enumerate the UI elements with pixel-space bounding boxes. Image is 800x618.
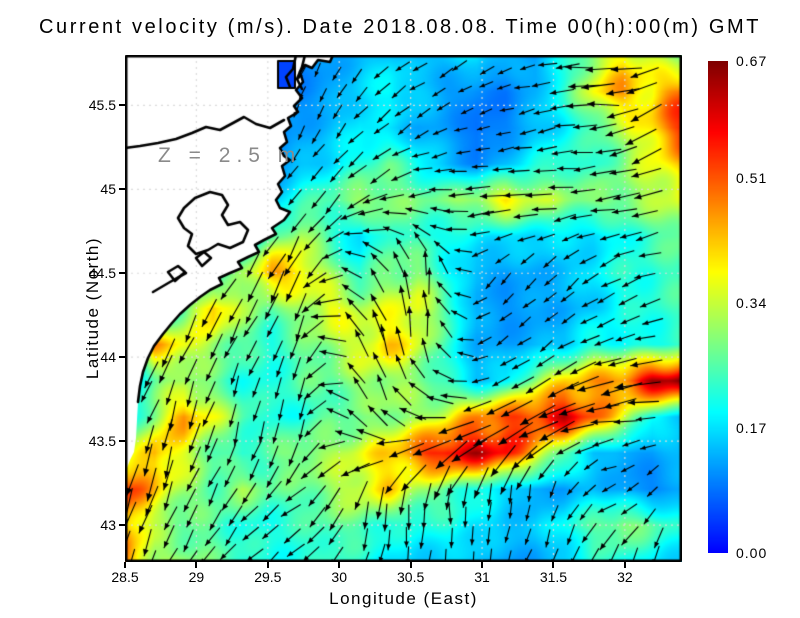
x-tick-label: 31.5 (539, 569, 568, 585)
x-tick-label: 29.5 (254, 569, 282, 585)
x-tick-mark (481, 562, 484, 568)
x-tick-label: 29 (188, 569, 205, 585)
x-tick-label: 28.5 (111, 569, 139, 585)
y-tick-label: 43.5 (88, 433, 116, 450)
x-tick-mark (266, 562, 269, 568)
y-tick-label: 44 (100, 349, 116, 366)
y-tick-label: 45.5 (88, 97, 116, 114)
x-tick-mark (552, 562, 555, 568)
x-axis-label: Longitude (East) (329, 589, 478, 608)
y-tick-mark (119, 188, 125, 191)
colorbar-tick-label: 0.17 (736, 420, 768, 437)
colorbar-tick-label: 0.51 (736, 170, 768, 187)
x-tick-mark (409, 562, 412, 568)
x-tick-mark (338, 562, 341, 568)
x-tick-label: 30.5 (397, 569, 425, 585)
x-tick-label: 30 (331, 569, 348, 585)
x-tick-label: 31 (474, 569, 490, 585)
x-tick-mark (124, 562, 126, 568)
depth-annotation: Z = 2.5 m (158, 144, 302, 167)
y-tick-mark (119, 104, 125, 107)
colorbar-canvas (708, 61, 728, 553)
plot-title: Current velocity (m/s). Date 2018.08.08.… (38, 16, 762, 38)
colorbar-tick-label: 0.67 (736, 53, 768, 69)
y-tick-label: 44.5 (88, 265, 116, 282)
y-tick-mark (119, 356, 125, 359)
y-tick-mark (119, 440, 125, 443)
y-tick-label: 43 (100, 517, 116, 534)
velocity-map-canvas (125, 55, 682, 562)
colorbar-tick-label: 0.00 (736, 545, 768, 561)
y-tick-mark (119, 272, 125, 275)
x-tick-label: 32 (617, 569, 633, 585)
x-tick-mark (623, 562, 626, 568)
x-tick-mark (195, 562, 198, 568)
y-tick-mark (119, 524, 125, 527)
colorbar-tick-label: 0.34 (736, 295, 768, 312)
y-tick-label: 45 (100, 181, 116, 198)
